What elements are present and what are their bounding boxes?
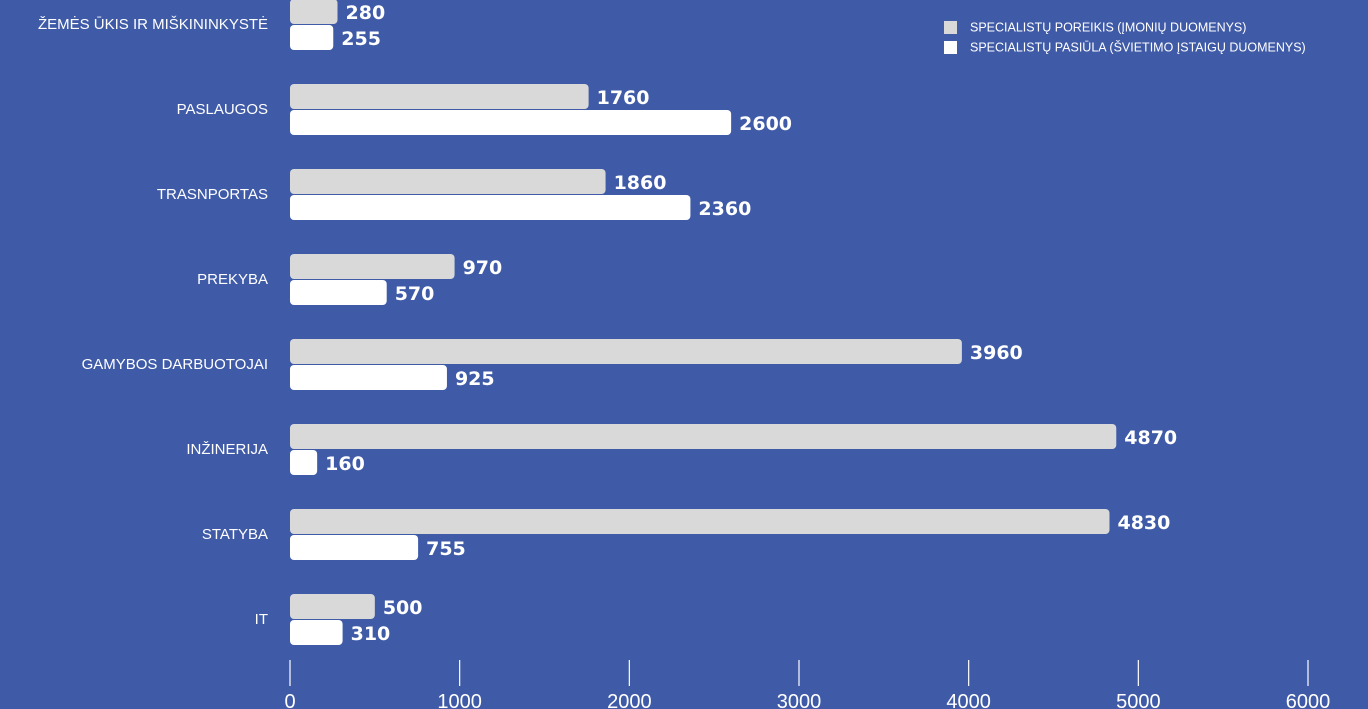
category-label: IT (255, 611, 268, 628)
bar-group-inzinerija: INŽINERIJA 4870 160 (186, 424, 1177, 475)
bar-supply-inzinerija (290, 450, 318, 475)
bar-group-zemes-ukis-ir-miskininkyste: ŽEMĖS ŪKIS IR MIŠKININKYSTĖ 280 255 (38, 0, 385, 50)
category-label: GAMYBOS DARBUOTOJAI (82, 356, 268, 373)
bar-demand-zemes-ukis-ir-miskininkyste (290, 0, 338, 24)
data-label: 570 (395, 283, 435, 305)
bar-supply-gamybos-darbuotojai (290, 365, 447, 390)
data-label: 4830 (1117, 512, 1170, 534)
bar-supply-paslaugos (290, 110, 732, 135)
legend-swatch (944, 21, 957, 34)
data-label: 3960 (970, 342, 1023, 364)
data-label: 255 (341, 28, 381, 50)
x-tick-label: 4000 (946, 691, 991, 709)
bar-group-paslaugos: PASLAUGOS 1760 2600 (177, 84, 792, 135)
bar-group-trasnportas: TRASNPORTAS 1860 2360 (157, 169, 751, 220)
x-tick-label: 2000 (607, 691, 652, 709)
legend-swatch (944, 41, 957, 54)
bars-group: ŽEMĖS ŪKIS IR MIŠKININKYSTĖ 280 255 PASLAUG… (38, 0, 1177, 645)
data-label: 1760 (597, 87, 650, 109)
x-tick-label: 1000 (437, 691, 482, 709)
bar-group-gamybos-darbuotojai: GAMYBOS DARBUOTOJAI 3960 925 (82, 339, 1023, 390)
category-label: PREKYBA (197, 271, 268, 288)
bar-supply-statyba (290, 535, 419, 560)
data-label: 160 (325, 453, 365, 475)
x-axis: 0 1000 2000 3000 4000 5000 6000 (284, 660, 1330, 709)
data-label: 1860 (614, 172, 667, 194)
bar-demand-paslaugos (290, 84, 589, 109)
data-label: 970 (463, 257, 503, 279)
category-label: INŽINERIJA (186, 441, 268, 458)
x-tick-label: 0 (284, 691, 295, 709)
data-label: 925 (455, 368, 495, 390)
data-label: 310 (351, 623, 391, 645)
category-label: STATYBA (202, 526, 268, 543)
data-label: 2360 (698, 198, 751, 220)
legend-label: SPECIALISTŲ PASIŪLA (ŠVIETIMO ĮSTAIGŲ DU… (970, 39, 1306, 54)
category-label: PASLAUGOS (177, 101, 268, 118)
bar-demand-prekyba (290, 254, 455, 279)
x-tick-label: 3000 (777, 691, 822, 709)
legend: SPECIALISTŲ POREIKIS (ĮMONIŲ DUOMENYS) SP… (944, 20, 1306, 54)
category-label: ŽEMĖS ŪKIS IR MIŠKININKYSTĖ (38, 15, 268, 33)
bar-demand-it (290, 594, 375, 619)
bar-supply-trasnportas (290, 195, 691, 220)
bar-group-it: IT 500 310 (255, 594, 423, 645)
data-label: 280 (346, 2, 386, 24)
x-tick-label: 6000 (1286, 691, 1331, 709)
bar-group-statyba: STATYBA 4830 755 (202, 509, 1170, 560)
data-label: 755 (426, 538, 466, 560)
category-label: TRASNPORTAS (157, 186, 268, 203)
x-tick-label: 5000 (1116, 691, 1161, 709)
bar-supply-zemes-ukis-ir-miskininkyste (290, 25, 334, 50)
data-label: 4870 (1124, 427, 1177, 449)
bar-demand-statyba (290, 509, 1110, 534)
data-label: 500 (383, 597, 423, 619)
bar-supply-it (290, 620, 343, 645)
bar-group-prekyba: PREKYBA 970 570 (197, 254, 502, 305)
bar-demand-inzinerija (290, 424, 1117, 449)
bar-demand-gamybos-darbuotojai (290, 339, 962, 364)
data-label: 2600 (739, 113, 792, 135)
bar-supply-prekyba (290, 280, 387, 305)
legend-label: SPECIALISTŲ POREIKIS (ĮMONIŲ DUOMENYS) (970, 20, 1246, 34)
bar-demand-trasnportas (290, 169, 606, 194)
